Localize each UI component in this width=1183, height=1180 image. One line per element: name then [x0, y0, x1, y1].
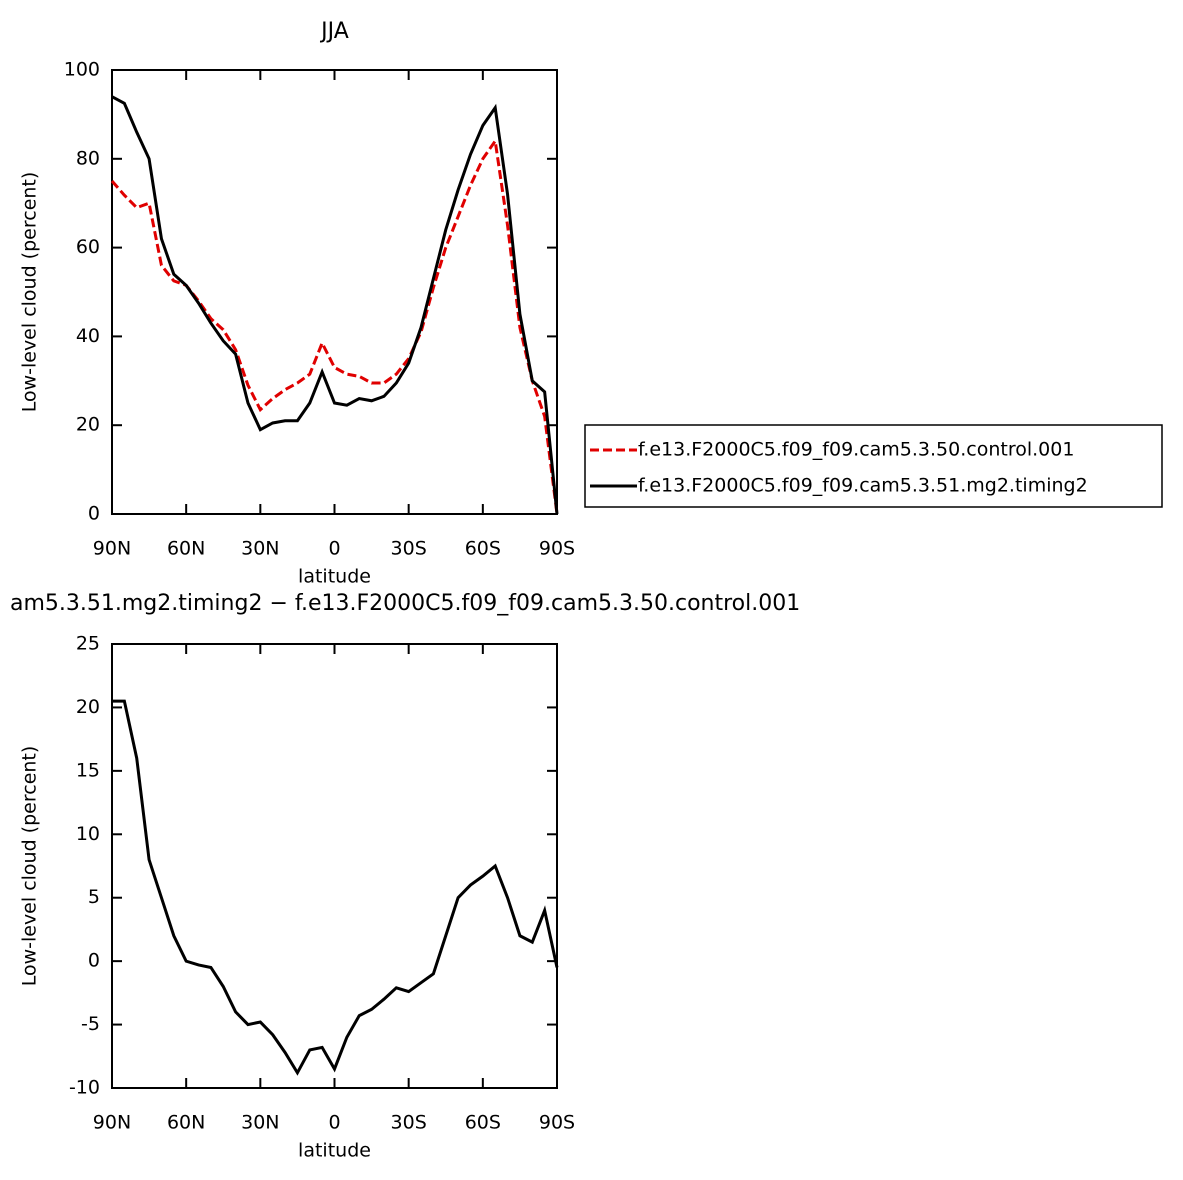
series-line — [111, 95, 559, 515]
x-tick-label: 60S — [465, 1112, 501, 1134]
x-tick-label: 60N — [167, 538, 205, 560]
x-tick-label: 30S — [391, 1112, 427, 1134]
plot-frame — [111, 643, 558, 1089]
legend-label: f.e13.F2000C5.f09_f09.cam5.3.51.mg2.timi… — [638, 475, 1088, 497]
plot-frame — [111, 69, 558, 515]
chart-title: JJA — [319, 19, 349, 44]
x-tick-label: 30N — [241, 1112, 279, 1134]
x-tick-label: 90S — [539, 538, 575, 560]
y-axis-label: Low-level cloud (percent) — [19, 172, 41, 413]
x-tick-label: 30N — [241, 538, 279, 560]
x-tick-label: 30S — [391, 538, 427, 560]
y-tick-label: -5 — [81, 1013, 100, 1035]
y-tick-label: 10 — [76, 823, 100, 845]
x-tick-label: 0 — [328, 1112, 340, 1134]
x-tick-label: 90N — [93, 1112, 131, 1134]
x-tick-label: 60S — [465, 538, 501, 560]
series-line — [110, 137, 559, 515]
y-tick-label: 100 — [64, 59, 100, 81]
y-axis-label: Low-level cloud (percent) — [19, 746, 41, 987]
y-tick-label: 5 — [88, 886, 100, 908]
legend-box — [584, 424, 1163, 508]
y-tick-label: 15 — [76, 759, 100, 781]
x-axis-label: latitude — [298, 566, 371, 588]
x-tick-label: 0 — [328, 538, 340, 560]
y-tick-label: 20 — [76, 414, 100, 436]
y-tick-label: -10 — [69, 1077, 100, 1099]
series-line — [112, 699, 559, 1076]
y-tick-label: 0 — [88, 950, 100, 972]
y-tick-label: 40 — [76, 325, 100, 347]
y-tick-label: 20 — [76, 696, 100, 718]
x-tick-label: 90N — [93, 538, 131, 560]
y-tick-label: 60 — [76, 236, 100, 258]
legend-label: f.e13.F2000C5.f09_f09.cam5.3.50.control.… — [638, 439, 1074, 461]
y-tick-label: 25 — [76, 633, 100, 655]
y-tick-label: 0 — [88, 503, 100, 525]
x-tick-label: 90S — [539, 1112, 575, 1134]
chart-title: am5.3.51.mg2.timing2 − f.e13.F2000C5.f09… — [10, 591, 800, 616]
x-axis-label: latitude — [298, 1140, 371, 1162]
x-tick-label: 60N — [167, 1112, 205, 1134]
y-tick-label: 80 — [76, 147, 100, 169]
